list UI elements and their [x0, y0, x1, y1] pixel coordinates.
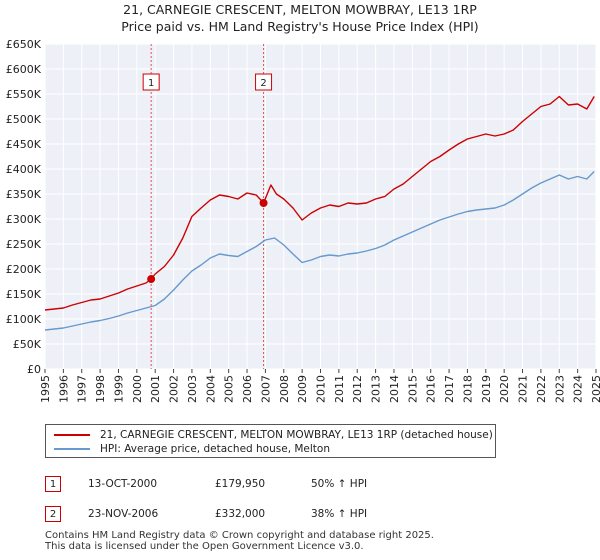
- y-tick-label: £250K: [6, 238, 42, 251]
- legend: 21, CARNEGIE CRESCENT, MELTON MOWBRAY, L…: [45, 424, 496, 458]
- legend-item-property: 21, CARNEGIE CRESCENT, MELTON MOWBRAY, L…: [54, 428, 493, 442]
- legend-swatch-property: [54, 434, 90, 436]
- x-tick-label: 1997: [76, 375, 89, 403]
- axes: £0 £50K £100K £150K £200K £250K £300K £350K £400…: [6, 38, 600, 403]
- chart-title: 21, CARNEGIE CRESCENT, MELTON MOWBRAY, L…: [123, 2, 477, 17]
- sale-marker-box: [142, 73, 160, 91]
- legend-label-property: 21, CARNEGIE CRESCENT, MELTON MOWBRAY, L…: [100, 429, 493, 441]
- hpi-line: [44, 171, 595, 331]
- transaction-marker: 2: [45, 506, 61, 522]
- footer-copyright: Contains HM Land Registry data © Crown c…: [45, 530, 434, 541]
- x-tick-label: 2002: [168, 375, 181, 403]
- y-tick-label: £300K: [6, 213, 42, 226]
- x-tick-label: 2024: [572, 375, 585, 403]
- transaction-marker: 1: [45, 476, 61, 492]
- x-tick-label: 2003: [186, 375, 199, 403]
- x-tick-label: 1995: [39, 375, 52, 403]
- y-tick-label: £600K: [6, 63, 42, 76]
- sale-marker-label: 1: [148, 78, 154, 89]
- y-tick-label: £150K: [6, 288, 42, 301]
- sale-marker-label: 2: [260, 78, 266, 89]
- x-tick-label: 2008: [278, 375, 291, 403]
- x-tick-label: 2016: [425, 375, 438, 403]
- x-tick-label: 2005: [223, 375, 236, 403]
- chart-subtitle: Price paid vs. HM Land Registry's House …: [121, 19, 479, 34]
- x-tick-label: 2010: [315, 375, 328, 403]
- x-tick-label: 2012: [351, 375, 364, 403]
- x-tick-label: 2001: [149, 375, 162, 403]
- x-tick-label: 2020: [498, 375, 511, 403]
- x-tick-label: 2017: [443, 375, 456, 403]
- transaction-date: 23-NOV-2006: [88, 508, 159, 520]
- y-tick-label: £350K: [6, 188, 42, 201]
- x-tick-label: 2018: [461, 375, 474, 403]
- transaction-price: £179,950: [215, 478, 266, 490]
- x-tick-label: 1996: [57, 375, 70, 403]
- y-tick-label: £0: [27, 363, 41, 376]
- y-tick-label: £450K: [6, 138, 42, 151]
- legend-item-hpi: HPI: Average price, detached house, Melt…: [54, 442, 330, 456]
- legend-label-hpi: HPI: Average price, detached house, Melt…: [100, 443, 331, 455]
- legend-swatch-hpi: [54, 448, 90, 450]
- x-tick-label: 2019: [480, 375, 493, 403]
- transaction-price: £332,000: [215, 508, 266, 520]
- x-tick-label: 2023: [553, 375, 566, 403]
- property-price-line: [44, 95, 595, 311]
- x-tick-label: 2022: [535, 375, 548, 403]
- x-tick-label: 2006: [241, 375, 254, 403]
- x-tick-label: 2013: [370, 375, 383, 403]
- x-tick-label: 2025: [590, 375, 600, 403]
- sale-point: [259, 199, 268, 207]
- y-tick-label: £50K: [13, 338, 42, 351]
- y-tick-label: £400K: [6, 163, 42, 176]
- sale-point: [147, 275, 156, 284]
- transaction-hpi-delta: 38% ↑ HPI: [311, 508, 368, 520]
- x-tick-label: 2021: [517, 375, 530, 403]
- price-chart: £0 £50K £100K £150K £200K £250K £300K £350K £400…: [6, 38, 600, 403]
- x-tick-label: 1999: [112, 375, 125, 403]
- transaction-hpi-delta: 50% ↑ HPI: [311, 478, 368, 490]
- x-tick-label: 2009: [296, 375, 309, 403]
- x-tick-label: 2004: [204, 375, 217, 403]
- x-tick-label: 2014: [388, 375, 401, 403]
- x-tick-label: 2007: [259, 375, 272, 403]
- y-tick-label: £100K: [6, 313, 42, 326]
- transaction-date: 13-OCT-2000: [88, 478, 157, 490]
- x-tick-label: 2011: [333, 375, 346, 403]
- x-tick-label: 1998: [94, 375, 107, 403]
- sale-marker-box: [255, 73, 273, 91]
- y-tick-label: £500K: [6, 113, 42, 126]
- grid: [44, 43, 597, 370]
- y-tick-label: £650K: [6, 38, 42, 51]
- footer: Contains HM Land Registry data © Crown c…: [45, 530, 434, 552]
- sale-points: [147, 199, 268, 284]
- y-tick-label: £200K: [6, 263, 42, 276]
- series: [44, 95, 595, 331]
- footer-licence: This data is licensed under the Open Gov…: [45, 541, 364, 552]
- x-tick-label: 2000: [131, 375, 144, 403]
- y-tick-label: £550K: [6, 88, 42, 101]
- x-tick-label: 2015: [406, 375, 419, 403]
